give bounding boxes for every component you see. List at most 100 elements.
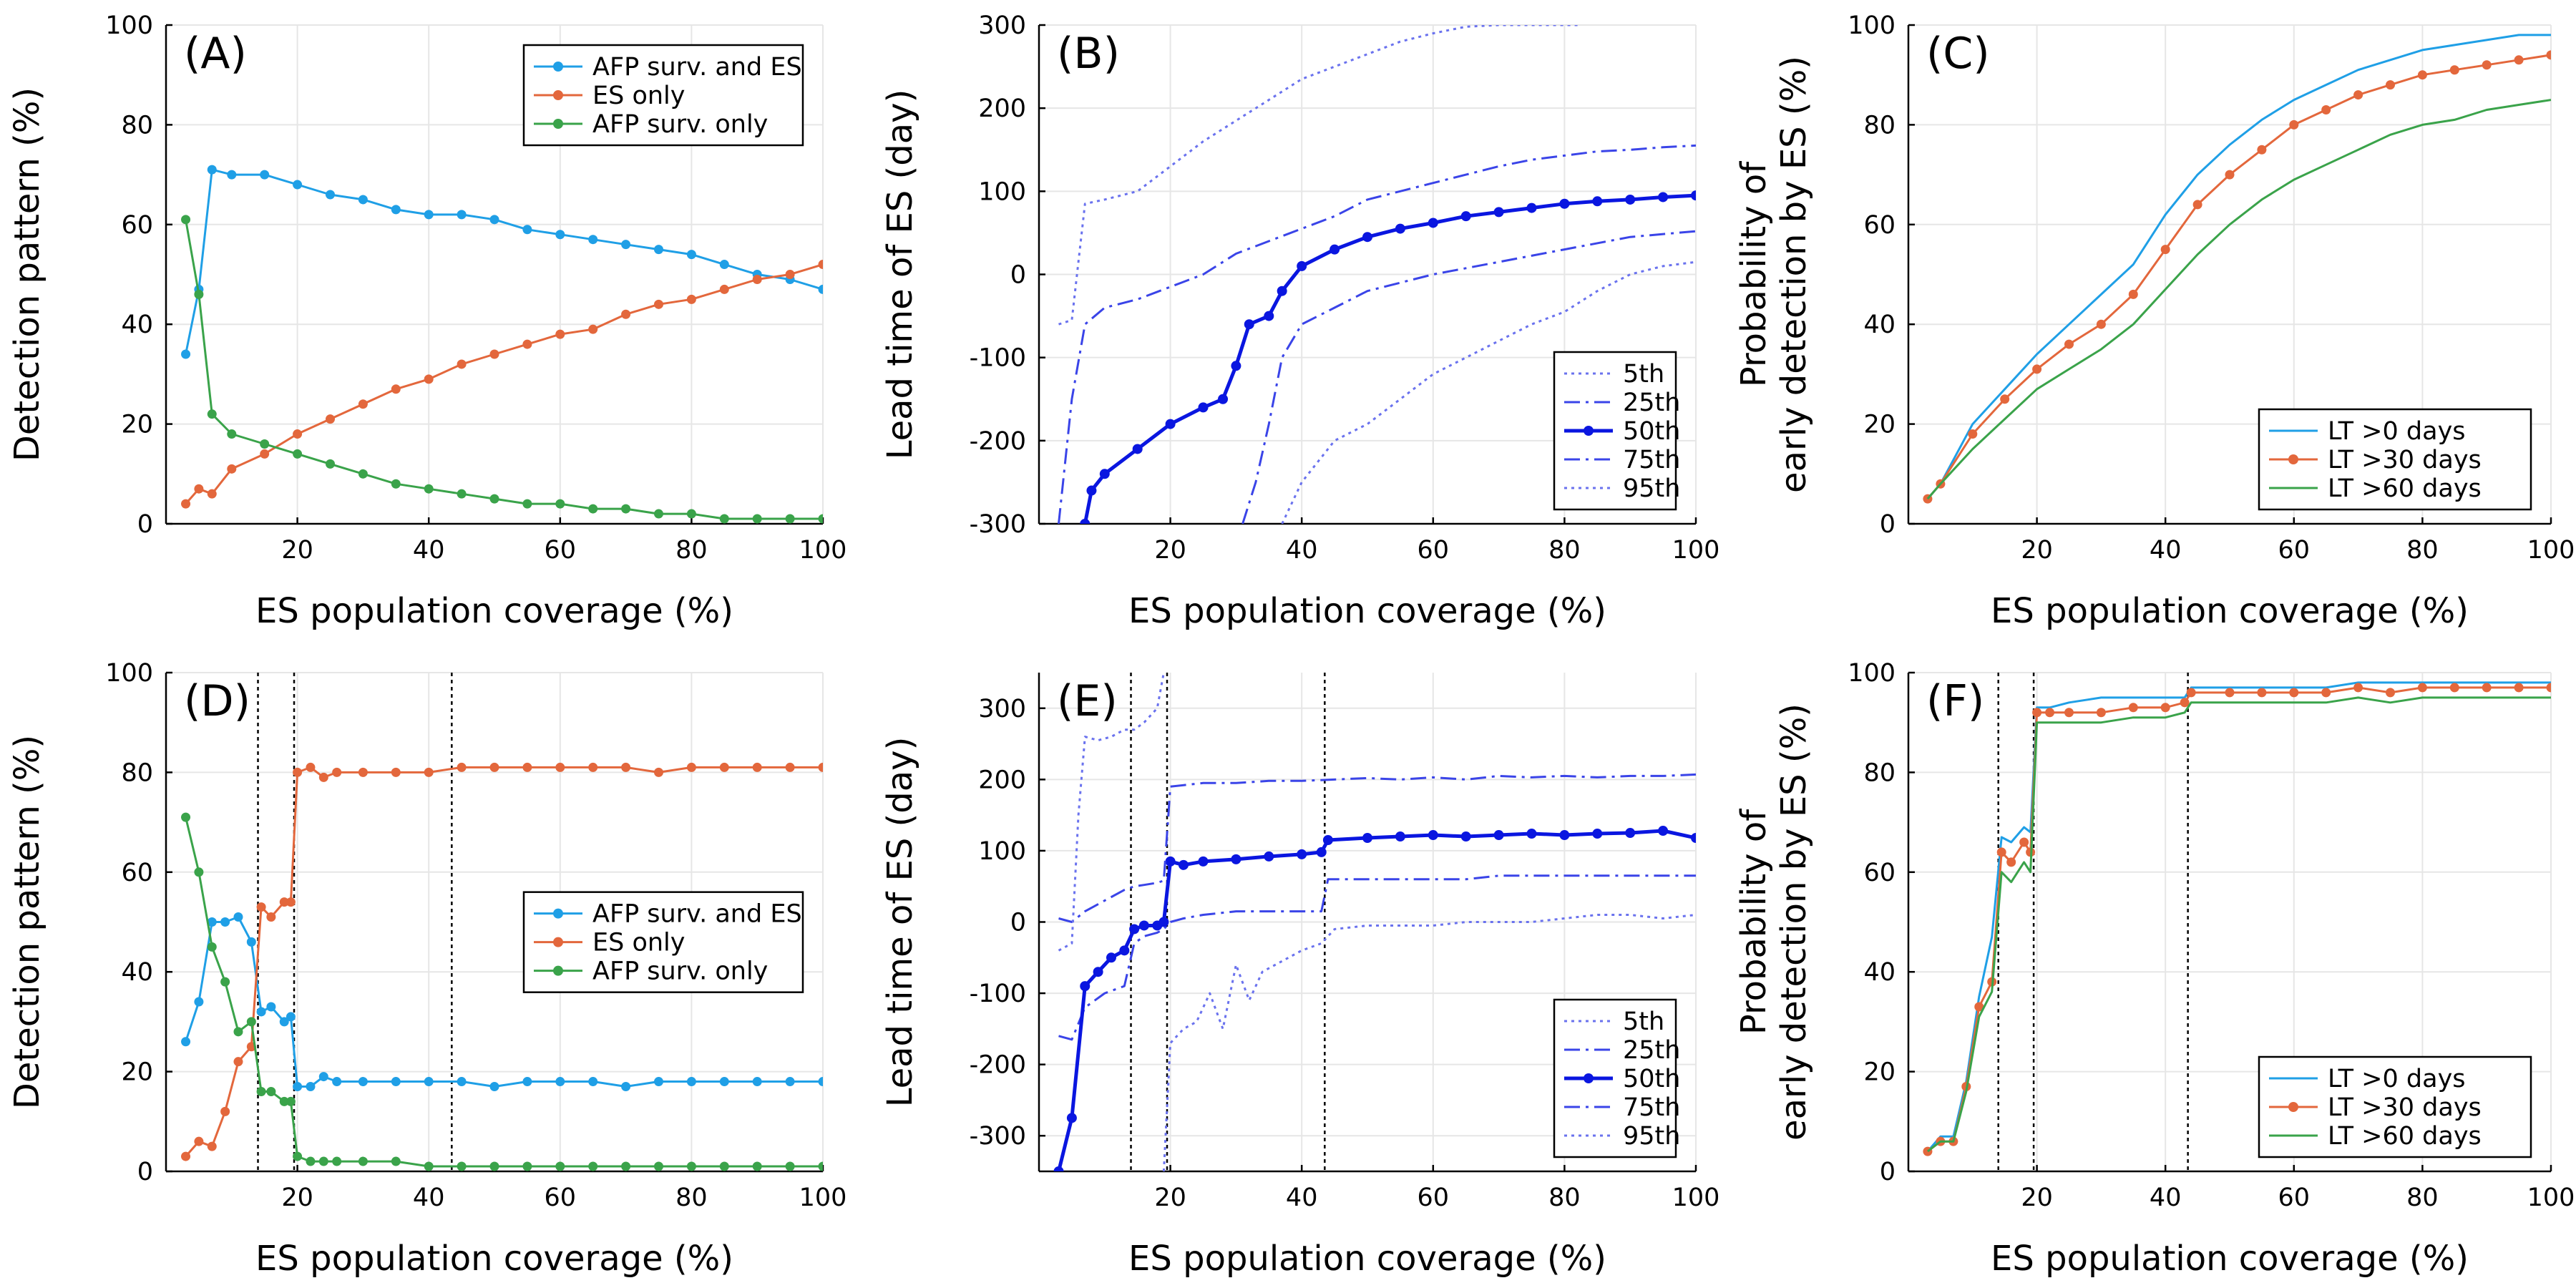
x-tick-label: 80 (1548, 536, 1581, 565)
x-tick-label: 80 (1548, 1184, 1581, 1212)
data-point (318, 1156, 328, 1166)
data-point (326, 459, 335, 469)
data-point (1086, 485, 1097, 496)
y-axis-label: early detection by ES (%) (1774, 56, 1814, 493)
y-tick-label: 200 (978, 94, 1026, 123)
series-line (1926, 99, 2551, 500)
data-point (326, 414, 335, 424)
data-point (1106, 952, 1116, 963)
data-point (256, 1086, 266, 1096)
data-point (686, 1161, 696, 1171)
data-point (2257, 145, 2267, 155)
legend-marker (553, 62, 563, 72)
data-point (1099, 469, 1110, 479)
data-point (489, 349, 499, 359)
chart-panel-c: 20 40 60 80 100 0 20 40 60 80 100 ES population cov… (1734, 11, 2575, 631)
data-point (220, 1106, 230, 1116)
data-point (2482, 683, 2492, 693)
data-point (785, 514, 795, 524)
data-point (818, 260, 823, 270)
series-line (1058, 25, 1578, 326)
legend-entry: AFP surv. and ES (592, 900, 802, 929)
data-point (522, 499, 532, 509)
data-point (286, 1012, 296, 1022)
y-tick-label: 100 (1848, 11, 1896, 40)
data-point (1625, 828, 1636, 839)
data-point (752, 1161, 762, 1171)
y-tick-label: 300 (978, 695, 1026, 723)
data-point (785, 270, 795, 279)
data-point (2128, 289, 2138, 299)
data-point (1066, 1113, 1077, 1123)
data-point (194, 867, 204, 877)
data-point (306, 762, 316, 772)
data-point (654, 245, 663, 255)
data-point (391, 1077, 401, 1087)
data-point (2019, 837, 2029, 847)
series-line (185, 263, 823, 505)
data-point (207, 917, 217, 927)
data-point (818, 1077, 823, 1087)
data-point (1231, 361, 1241, 371)
data-point (279, 1096, 289, 1106)
legend-entry: 75th (1623, 1093, 1680, 1122)
y-tick-label: 60 (1863, 211, 1896, 240)
data-point (293, 180, 303, 190)
data-point (256, 902, 266, 912)
x-axis-label: ES population coverage (%) (1128, 1239, 1606, 1279)
data-point (391, 1156, 401, 1166)
y-tick-label: 80 (121, 758, 153, 787)
data-point (621, 504, 631, 514)
data-point (181, 499, 191, 509)
data-point (2321, 104, 2331, 114)
y-tick-label: -200 (970, 1051, 1026, 1080)
data-point (2546, 50, 2551, 60)
data-point (752, 762, 762, 772)
x-tick-label: 80 (2406, 1184, 2439, 1212)
data-point (207, 942, 217, 952)
data-point (489, 494, 499, 504)
data-point (220, 977, 230, 987)
data-point (621, 240, 631, 250)
data-point (2160, 703, 2170, 713)
data-point (457, 359, 467, 369)
data-point (358, 767, 368, 777)
legend-entry: AFP surv. only (592, 110, 768, 139)
panel-label: (D) (184, 676, 250, 726)
x-tick-label: 60 (545, 1184, 577, 1212)
series-line (1058, 673, 1165, 952)
y-tick-label: 0 (137, 1158, 153, 1186)
legend-marker (553, 90, 563, 100)
y-tick-label: 100 (105, 659, 153, 688)
data-point (279, 897, 289, 907)
data-point (227, 429, 237, 439)
data-point (246, 937, 256, 947)
legend-entry: AFP surv. only (592, 957, 768, 986)
data-point (358, 195, 368, 205)
x-axis-label: ES population coverage (%) (255, 591, 733, 631)
series-line (1058, 874, 1696, 1041)
series-line (185, 168, 823, 355)
data-point (621, 309, 631, 319)
y-tick-label: 80 (1863, 111, 1896, 140)
data-point (318, 772, 328, 782)
panel-label: (B) (1057, 29, 1120, 79)
series-line (1926, 696, 2551, 1153)
data-point (293, 429, 303, 439)
data-point (457, 762, 467, 772)
legend-marker (553, 965, 563, 976)
data-point (457, 489, 467, 499)
data-point (332, 767, 342, 777)
data-point (293, 767, 303, 777)
data-point (2180, 698, 2190, 708)
data-point (2449, 683, 2459, 693)
legend-entry: 50th (1623, 1065, 1680, 1093)
data-point (752, 274, 762, 284)
legend-entry: LT >0 days (2328, 1065, 2466, 1093)
data-point (719, 1077, 729, 1087)
y-tick-label: 0 (1010, 261, 1026, 290)
x-tick-label: 60 (2278, 1184, 2311, 1212)
data-point (686, 1077, 696, 1087)
y-tick-label: 0 (1880, 510, 1896, 539)
legend-marker (1584, 426, 1594, 436)
